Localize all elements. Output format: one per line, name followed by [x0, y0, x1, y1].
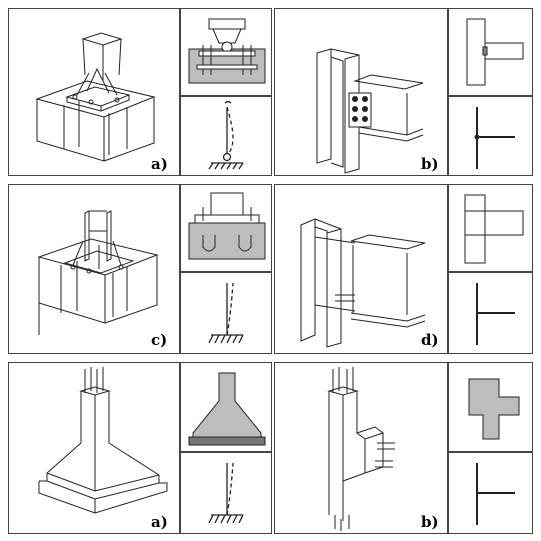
pinned-joint-icon — [474, 107, 515, 169]
concrete-beam-column-joint-icon — [327, 367, 395, 531]
fixed-base-section-icon — [188, 192, 266, 260]
label-right: d) — [421, 331, 439, 349]
panel-rigid-joint-elevation — [448, 184, 533, 272]
panel-beam-column-elevation — [448, 8, 533, 96]
panel-steel-column-base-fixed: c) — [8, 184, 180, 354]
label-left: a) — [151, 155, 168, 173]
panel-pinned-support — [180, 96, 272, 176]
label-right: b) — [421, 155, 439, 173]
panel-concrete-footing: a) — [8, 362, 180, 534]
panel-steel-beam-column-pinned: b) — [274, 8, 448, 176]
fixed-support-icon — [208, 282, 244, 344]
steel-rigid-joint-icon — [300, 218, 426, 348]
rigid-joint-icon — [476, 283, 515, 345]
panel-footing-support — [180, 452, 272, 534]
panel-footing-section — [180, 362, 272, 452]
concrete-footing-icon — [38, 367, 168, 514]
panel-concrete-joint-scheme — [448, 452, 533, 534]
steel-column-base-icon — [35, 32, 156, 162]
panel-column-base-section — [180, 8, 272, 96]
label-left: a) — [151, 513, 168, 531]
pinned-support-icon — [208, 100, 244, 170]
panel-concrete-beam-column: b) — [274, 362, 448, 534]
panel-steel-column-base-pinned: a) — [8, 8, 180, 176]
beam-column-elevation-icon — [466, 18, 524, 86]
steel-fixed-base-icon — [37, 210, 159, 335]
steel-beam-column-joint-icon — [316, 48, 424, 174]
panel-steel-beam-column-rigid: d) — [274, 184, 448, 354]
panel-concrete-joint-elevation — [448, 362, 533, 452]
panel-rigid-joint-scheme — [448, 272, 533, 354]
panel-fixed-support — [180, 272, 272, 354]
footing-section-icon — [188, 372, 266, 446]
label-right: b) — [421, 513, 439, 531]
rigid-joint-icon — [476, 463, 515, 525]
base-plate-section-icon — [188, 18, 266, 84]
fixed-support-icon — [208, 462, 244, 524]
panel-fixed-base-section — [180, 184, 272, 272]
concrete-joint-elevation-icon — [468, 378, 520, 440]
label-left: c) — [151, 331, 168, 349]
rigid-joint-elevation-icon — [464, 194, 524, 264]
panel-pinned-joint-scheme — [448, 96, 533, 176]
